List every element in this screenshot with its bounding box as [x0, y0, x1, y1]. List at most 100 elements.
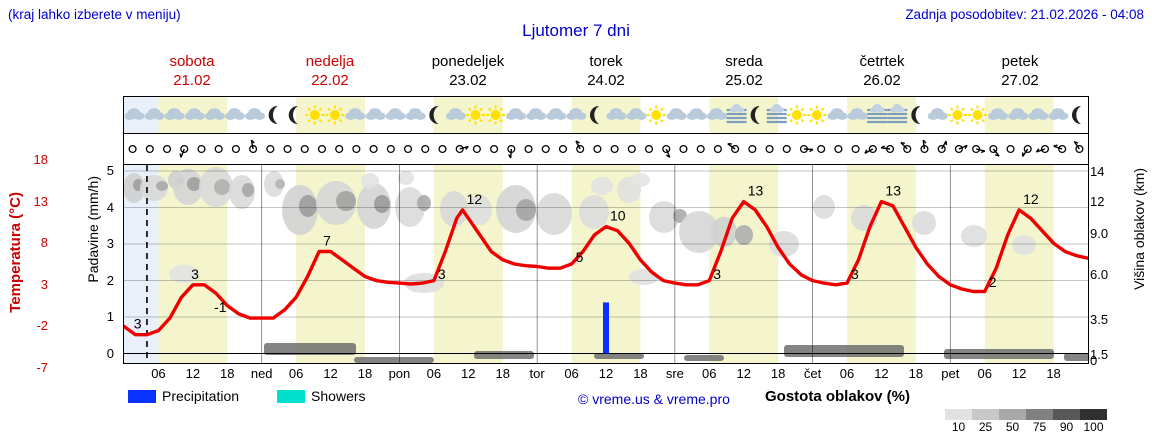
- wind-barb-17: [421, 144, 430, 154]
- wind-barb-52: [1021, 144, 1032, 157]
- wind-barb-23: [524, 144, 533, 154]
- weather-cloud-icon-27: [666, 108, 687, 120]
- x-tick-25: 12: [1011, 366, 1027, 381]
- wind-barb-19: [455, 144, 469, 154]
- cloud-density-title: Gostota oblakov (%): [765, 388, 911, 405]
- density-swatch-2: [999, 409, 1026, 420]
- wind-barb-54: [1053, 144, 1067, 154]
- temp-label-1: -1: [214, 299, 227, 315]
- temp-tick-0: 18: [33, 152, 48, 167]
- wind-barb-34: [713, 144, 722, 154]
- precip-tick-5: 0: [106, 345, 114, 361]
- day-name-6: petek: [1001, 53, 1039, 70]
- weather-fog-icon-30: [726, 104, 747, 124]
- density-swatch-0: [945, 409, 972, 420]
- x-tick-15: sre: [665, 366, 684, 381]
- wind-barb-36: [748, 144, 757, 154]
- location-menu-note[interactable]: (kraj lahko izberete v meniju): [8, 7, 181, 22]
- wind-barb-51: [1006, 144, 1015, 154]
- wind-barb-31: [662, 144, 671, 158]
- x-tick-1: 12: [185, 366, 201, 381]
- chart-legend: Precipitation Showers: [128, 388, 366, 404]
- x-tick-23: pet: [941, 366, 960, 381]
- wind-barb-0: [128, 144, 137, 154]
- weather-cloud-icon-14: [405, 108, 426, 120]
- wind-barb-25: [558, 144, 568, 154]
- precipitation-swatch: [128, 389, 156, 403]
- temperature-axis-title: Temperatura (°C): [7, 192, 24, 313]
- wind-barb-47: [937, 140, 948, 154]
- density-value-4: 90: [1059, 420, 1074, 434]
- weather-cloud-icon-20: [526, 108, 547, 120]
- day-header-2: ponedeljek 23.02: [399, 52, 537, 92]
- day-date-2: 23.02: [449, 72, 487, 89]
- weather-sun-icon-10: [325, 105, 345, 125]
- weather-cloud-icon-40: [927, 108, 948, 120]
- cloud-tick-0: 14: [1090, 164, 1105, 179]
- cloud-tick-6: 0: [1090, 353, 1098, 368]
- cloud-height-axis-title: Višina oblakov (km): [1131, 168, 1147, 290]
- wind-barb-55: [1073, 140, 1084, 154]
- x-tick-21: 12: [874, 366, 889, 381]
- temp-tick-3: 3: [40, 276, 48, 292]
- weather-cloud-icon-43: [988, 108, 1009, 120]
- wind-barb-6: [231, 144, 240, 154]
- weather-cloud-icon-46: [1048, 108, 1069, 120]
- weather-sun-icon-42: [968, 105, 988, 125]
- wind-barb-37: [765, 144, 774, 154]
- density-value-3: 75: [1032, 420, 1047, 434]
- temp-tick-5: -7: [36, 360, 48, 375]
- wind-barb-26: [575, 140, 585, 154]
- temp-tick-2: 8: [40, 235, 48, 251]
- wind-barb-14: [369, 144, 378, 154]
- weather-sun-icon-18: [486, 105, 506, 125]
- precip-tick-2: 3: [106, 236, 114, 251]
- day-header-5: četrtek 26.02: [813, 52, 951, 92]
- cloud-density-scale: [945, 409, 1107, 420]
- weather-moon-icon-47: [1071, 106, 1081, 124]
- wind-barb-40: [817, 144, 826, 154]
- temp-tick-1: 13: [33, 193, 48, 209]
- temp-label-8: 3: [713, 266, 721, 282]
- weather-moon-icon-23: [589, 106, 599, 124]
- temp-label-5: 12: [467, 191, 483, 207]
- temp-label-12: 2: [989, 274, 997, 290]
- weather-cloud-icon-5: [225, 108, 245, 120]
- weather-cloud-icon-13: [385, 108, 406, 120]
- wind-barb-46: [920, 139, 929, 154]
- x-tick-20: 06: [839, 366, 855, 381]
- wind-barb-38: [782, 144, 791, 154]
- day-date-4: 25.02: [725, 72, 763, 89]
- wind-barb-20: [472, 144, 481, 154]
- day-date-3: 24.02: [587, 72, 625, 89]
- wind-barb-3: [179, 144, 189, 158]
- last-updated: Zadnja posodobitev: 21.02.2026 - 04:08: [905, 7, 1144, 22]
- weather-cloud-icon-25: [626, 108, 647, 120]
- weather-cloud-icon-28: [686, 108, 707, 120]
- chart-plot-area: 3 -1 3 7 3 12 5 10 3 13 3 13 2 12: [124, 165, 1088, 363]
- day-name-1: nedelja: [305, 53, 355, 70]
- temp-label-13: 12: [1023, 191, 1039, 207]
- weather-cloud-icon-1: [144, 108, 165, 120]
- day-name-4: sreda: [725, 53, 763, 70]
- x-tick-7: pon: [388, 366, 411, 381]
- weather-cloud-icon-24: [606, 108, 627, 120]
- wind-barb-9: [283, 144, 292, 154]
- wind-barb-39: [799, 144, 814, 154]
- temp-label-0: 3: [134, 316, 142, 332]
- density-swatch-5: [1080, 409, 1107, 420]
- temp-label-2: 3: [191, 266, 199, 282]
- x-tick-4: 06: [288, 366, 304, 381]
- x-tick-9: 12: [461, 366, 476, 381]
- weather-cloud-icon-2: [164, 108, 185, 120]
- x-axis-tick-labels: 06 12 18 ned 06 12 18 pon 06 12 18 tor 06 12 18 sre 06 12…: [124, 366, 1088, 382]
- x-tick-16: 06: [702, 366, 717, 381]
- wind-barb-42: [851, 144, 860, 154]
- wind-barb-32: [679, 144, 688, 154]
- day-header-0: sobota 21.02: [123, 52, 261, 92]
- weather-cloud-icon-4: [204, 108, 225, 120]
- weather-moon-icon-15: [429, 106, 439, 124]
- wind-barb-21: [490, 144, 499, 154]
- credit-link[interactable]: © vreme.us & vreme.pro: [578, 391, 730, 407]
- wind-barb-5: [214, 144, 223, 154]
